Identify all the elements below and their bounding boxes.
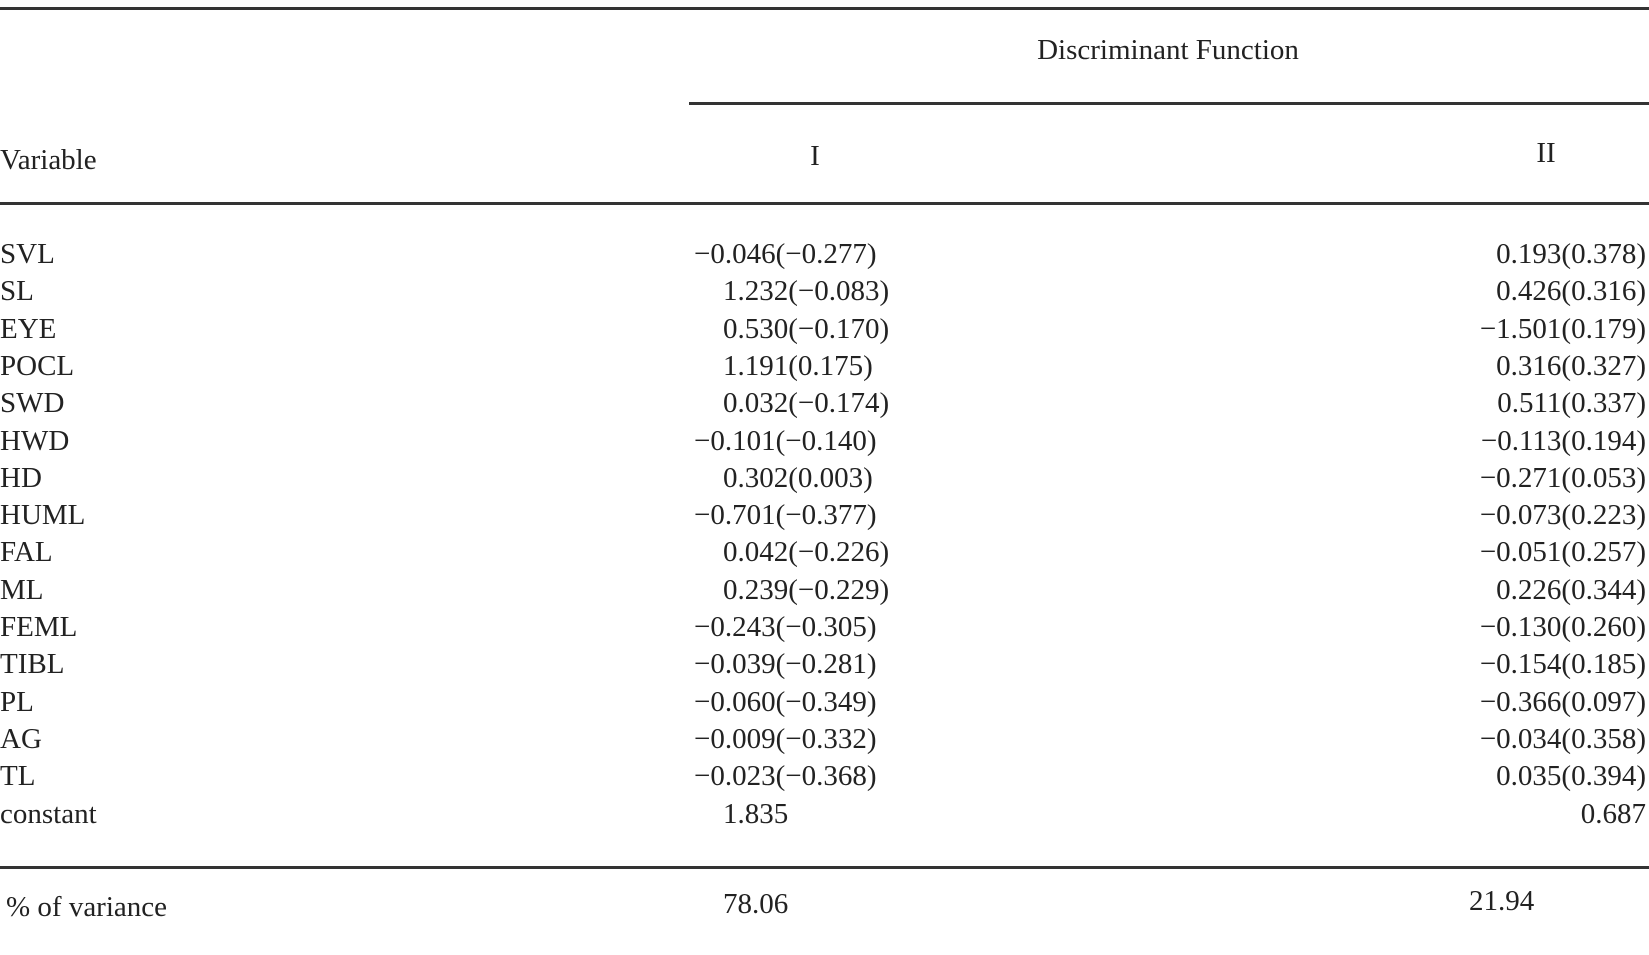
header-i: I (810, 140, 820, 172)
row-variable: ML (0, 573, 44, 606)
row-value-ii: −0.073(0.223) (1479, 499, 1646, 532)
row-value-i: 0.032(−0.174) (723, 387, 890, 420)
row-value-ii: 0.426(0.316) (1496, 275, 1646, 308)
row-variable: EYE (0, 312, 57, 345)
row-value-i: 0.302(0.003) (723, 461, 873, 494)
row-value-i: −0.701(−0.377) (694, 499, 877, 532)
footer-value-i: 78.06 (723, 888, 789, 920)
row-value-ii: −0.366(0.097) (1479, 685, 1646, 718)
row-variable: constant (0, 797, 97, 830)
row-variable: SVL (0, 238, 55, 270)
row-value-ii: 0.687 (1580, 797, 1646, 830)
row-value-i: 1.835 (723, 797, 789, 830)
row-value-ii: −0.113(0.194) (1480, 424, 1646, 457)
header-ii: II (1536, 137, 1556, 169)
top-rule (0, 7, 1649, 10)
row-value-i: 0.239(−0.229) (723, 573, 890, 606)
row-variable: SL (0, 275, 34, 308)
row-value-i: −0.101(−0.140) (694, 424, 877, 457)
row-value-i: −0.046(−0.277) (694, 238, 877, 270)
row-value-i: 1.191(0.175) (723, 349, 873, 382)
row-variable: POCL (0, 349, 75, 382)
row-variable: AG (0, 722, 42, 755)
row-value-i: 0.530(−0.170) (723, 312, 890, 345)
footer-label: % of variance (6, 891, 168, 923)
row-value-ii: 0.226(0.344) (1496, 573, 1646, 606)
row-variable: FAL (0, 536, 53, 569)
row-variable: TL (0, 760, 36, 793)
row-variable: PL (0, 685, 34, 718)
row-value-i: 0.042(−0.226) (723, 536, 890, 569)
row-value-ii: 0.316(0.327) (1496, 349, 1646, 382)
row-value-i: −0.039(−0.281) (694, 648, 877, 681)
header-rule (0, 202, 1649, 205)
bottom-rule (0, 866, 1649, 869)
row-value-ii: −0.034(0.358) (1479, 722, 1646, 755)
row-variable: SWD (0, 387, 65, 420)
row-value-i: −0.009(−0.332) (694, 722, 877, 755)
row-value-i: 1.232(−0.083) (723, 275, 890, 308)
row-value-ii: −1.501(0.179) (1479, 312, 1646, 345)
row-value-ii: −0.271(0.053) (1479, 461, 1646, 494)
row-variable: TIBL (0, 648, 65, 681)
row-value-ii: 0.035(0.394) (1496, 760, 1646, 793)
group-rule (689, 102, 1649, 105)
row-variable: FEML (0, 611, 78, 643)
row-value-i: −0.243(−0.305) (694, 611, 877, 643)
row-value-ii: −0.130(0.260) (1479, 611, 1646, 643)
footer-value-ii: 21.94 (1469, 885, 1535, 917)
row-value-i: −0.060(−0.349) (694, 685, 877, 718)
row-value-ii: −0.154(0.185) (1479, 648, 1646, 681)
row-value-ii: 0.511(0.337) (1497, 387, 1646, 420)
super-header: Discriminant Function (1037, 34, 1299, 66)
row-value-ii: 0.193(0.378) (1496, 238, 1646, 270)
row-value-i: −0.023(−0.368) (694, 760, 877, 793)
row-variable: HD (0, 461, 42, 494)
row-variable: HWD (0, 424, 70, 457)
row-value-ii: −0.051(0.257) (1479, 536, 1646, 569)
row-variable: HUML (0, 499, 86, 532)
header-variable: Variable (0, 144, 97, 176)
